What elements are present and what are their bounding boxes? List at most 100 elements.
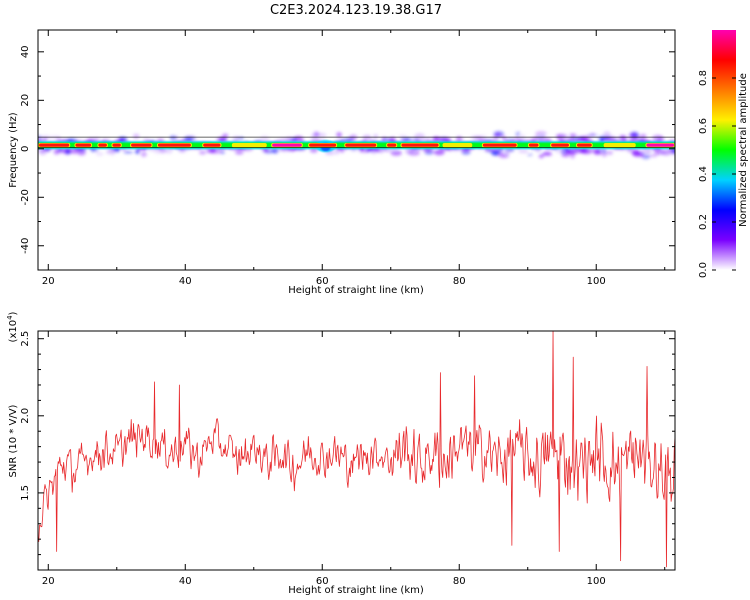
spectrogram-ridge-red: [646, 143, 674, 147]
spectrogram-halo-blob: [220, 150, 225, 154]
spectrogram-y-tick-label: 20: [20, 94, 31, 107]
colorbar-gradient: [712, 30, 736, 270]
spectrogram-halo-blob: [53, 149, 60, 155]
snr-y-tick-label: 2.5: [20, 331, 31, 347]
spectrogram-ridge-red: [98, 143, 107, 147]
colorbar: 0.0 0.2 0.4 0.6 0.8 Normalized spectral ampl…: [698, 30, 749, 278]
spectrogram-halo-blob: [271, 147, 279, 154]
spectrogram-ridge-yellow: [231, 142, 267, 148]
spectrogram-halo-blob: [390, 150, 402, 156]
snr-x-tick-label: 20: [42, 576, 55, 587]
colorbar-tick-label: 0.0: [698, 262, 709, 278]
spectrogram-halo-blob: [627, 137, 638, 141]
snr-y-tick-label: 2.0: [20, 408, 31, 424]
spectrogram-panel: 20 40 60 80 100 -40 -20 0 20 40 Height of straig…: [8, 29, 676, 296]
spectrogram-ridge-red: [157, 143, 191, 147]
spectrogram-halo-blob: [433, 149, 445, 156]
spectrogram-halo-blob: [414, 133, 425, 140]
spectrogram-halo-blob: [42, 137, 48, 142]
colorbar-tick-label: 0.4: [698, 166, 709, 182]
spectrogram-halo-blob: [39, 150, 47, 155]
spectrogram-halo-blob: [49, 135, 61, 140]
spectrogram-ridge-yellow: [603, 142, 636, 148]
spectrogram-halo-blob: [485, 149, 494, 153]
spectrogram-halo-blob: [631, 150, 642, 156]
spectrogram-halo-blob: [77, 150, 86, 156]
spectrogram-frame: [37, 29, 676, 271]
spectrogram-halo-blob: [154, 148, 162, 154]
spectrogram-halo-blob: [542, 152, 553, 157]
spectrogram-halo-blob: [95, 152, 104, 156]
snr-x-axis: 20 40 60 80 100: [42, 331, 666, 587]
spectrogram-halo-blob: [565, 149, 577, 154]
spectrogram-x-label: Height of straight line (km): [288, 285, 424, 296]
spectrogram-halo-blob: [554, 150, 565, 154]
spectrogram-halo-blob: [397, 134, 407, 138]
spectrogram-halo-blob: [491, 150, 500, 156]
spectrogram-halo-blob: [424, 150, 434, 155]
spectrogram-ridge-red: [39, 143, 70, 147]
spectrogram-halo-blob: [169, 135, 177, 141]
spectrogram-halo-blob: [505, 149, 511, 155]
spectrogram-ridge-red: [131, 143, 152, 147]
spectrogram-halo-blob: [603, 131, 611, 137]
spectrogram-x-tick-label: 40: [179, 276, 192, 287]
snr-x-tick-label: 100: [587, 576, 606, 587]
spectrogram-halo-blob: [184, 136, 197, 141]
spectrogram-halo-blob: [156, 138, 165, 142]
spectrogram-halo-blob: [232, 136, 240, 140]
colorbar-tick-label: 0.6: [698, 118, 709, 134]
spectrogram-ridge-yellow: [442, 142, 473, 148]
spectrogram-halo-blob: [601, 150, 608, 157]
spectrogram-halo-blob: [140, 151, 147, 157]
spectrogram-halo-blob: [324, 151, 336, 156]
colorbar-label: Normalized spectral amplitude: [738, 73, 749, 227]
spectrogram-halo-blob: [260, 135, 269, 141]
spectrogram-halo-blob: [642, 149, 652, 153]
snr-x-label: Height of straight line (km): [288, 585, 424, 596]
spectrogram-halo-blob: [105, 150, 111, 154]
snr-y-label: SNR (10 * V/V): [8, 404, 19, 477]
snr-x-tick-label: 60: [316, 576, 329, 587]
spectrogram-halo-blob: [218, 136, 227, 142]
spectrogram-ridge-red: [387, 143, 397, 147]
spectrogram-halo-blob: [569, 133, 577, 137]
spectrogram-halo-blob: [199, 150, 207, 155]
spectrogram-halo-blob: [334, 148, 339, 155]
spectrogram-halo-blob: [535, 130, 547, 137]
spectrogram-halo-blob: [518, 149, 529, 154]
snr-y-axis: 1.5 2.0 2.5: [20, 331, 675, 556]
snr-y-tick-label: 1.5: [20, 485, 31, 501]
spectrogram-halo-blob: [425, 137, 431, 141]
spectrogram-ridge-red: [112, 143, 121, 147]
spectrogram-halo-blob: [123, 150, 133, 154]
spectrogram-halo-blob: [178, 147, 187, 153]
spectrogram-y-tick-label: 40: [20, 45, 31, 58]
spectrogram-ridge-red: [528, 143, 539, 147]
spectrogram-halo-blob: [109, 150, 116, 156]
spectrogram-halo-blob: [132, 133, 140, 140]
spectrogram-ridge-red: [551, 143, 569, 147]
spectrogram-halo-blob: [572, 136, 585, 141]
spectrogram-halo-blob: [373, 134, 379, 140]
spectrogram-halo-blob: [336, 132, 342, 138]
spectrogram-halo-blob: [64, 149, 71, 155]
spectrogram-ridge-red: [577, 143, 592, 147]
spectrogram-ridge-red: [272, 143, 302, 147]
spectrogram-ridge-red: [203, 143, 221, 147]
spectrogram-x-tick-label: 60: [316, 276, 329, 287]
spectrogram-y-tick-label: 0: [20, 146, 31, 152]
spectrogram-ridge-red: [482, 143, 517, 147]
spectrogram-halo-blob: [561, 134, 569, 139]
spectrogram-halo-blob: [538, 154, 544, 159]
spectrogram-x-tick-label: 80: [453, 276, 466, 287]
spectrogram-y-tick-label: -40: [20, 238, 31, 254]
snr-y-scale-label: (x104): [6, 311, 19, 342]
spectrogram-halo-blob: [607, 150, 613, 155]
spectrogram-halo-blob: [135, 148, 140, 155]
colorbar-tick-label: 0.8: [698, 70, 709, 86]
figure-title: C2E3.2024.123.19.38.G17: [270, 3, 442, 18]
spectrogram-halo-blob: [407, 150, 420, 156]
snr-frame: [37, 330, 676, 571]
spectrogram-y-axis: -40 -20 0 20 40: [20, 45, 675, 254]
